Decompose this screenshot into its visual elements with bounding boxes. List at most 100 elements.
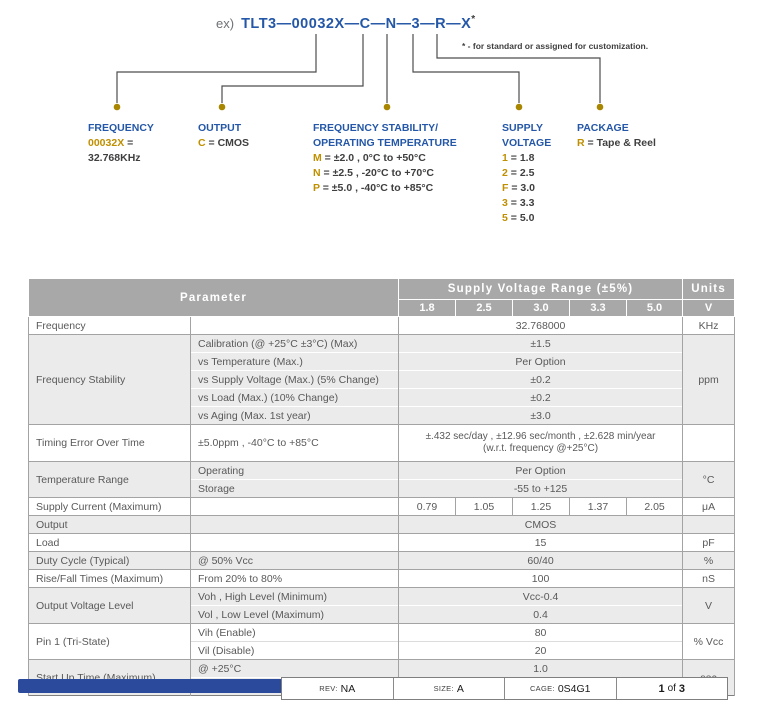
- table-row: Supply Current (Maximum) 0.79 1.05 1.25 …: [28, 497, 736, 516]
- value-cell: -55 to +125: [397, 479, 684, 498]
- unit-cell: μA: [682, 497, 736, 516]
- customization-asterisk: *: [471, 14, 476, 25]
- subparam-cell: Vil (Disable): [190, 641, 399, 660]
- param-cell: Load: [28, 533, 191, 552]
- param-cell: Frequency: [28, 316, 191, 335]
- size-label: SIZE:: [433, 684, 454, 693]
- subparam-cell: vs Load (Max.) (10% Change): [190, 388, 399, 407]
- col-header-supply-voltage-range: Supply Voltage Range (±5%): [397, 278, 684, 300]
- value-cell: 32.768000: [397, 316, 684, 335]
- value-cell: 60/40: [397, 551, 684, 570]
- col-header-5v0: 5.0: [625, 299, 684, 317]
- page-of: of: [667, 683, 676, 694]
- table-row: Frequency Stability Calibration (@ +25°C…: [28, 334, 736, 425]
- connector-package: [436, 34, 601, 103]
- unit-cell: nS: [682, 569, 736, 588]
- value-cell: 1.37: [569, 497, 627, 516]
- table-row: Timing Error Over Time ±5.0ppm , -40°C t…: [28, 424, 736, 462]
- subparam-cell: ±5.0ppm , -40°C to +85°C: [190, 424, 399, 462]
- param-cell: Supply Current (Maximum): [28, 497, 191, 516]
- value-cell: ±0.2: [397, 370, 684, 389]
- cage-label: CAGE:: [529, 684, 555, 693]
- table-row: Storage -55 to +125: [29, 479, 735, 498]
- table-row: Output CMOS: [28, 515, 736, 534]
- subparam-cell: Storage: [190, 479, 399, 498]
- unit-cell: V: [682, 587, 736, 624]
- param-cell: Duty Cycle (Typical): [28, 551, 191, 570]
- legend-title: PACKAGE: [577, 122, 629, 134]
- spec-table: Parameter Supply Voltage Range (±5%) Uni…: [28, 278, 736, 696]
- page-total: 3: [678, 682, 686, 695]
- table-row: Frequency 32.768000 KHz: [28, 316, 736, 335]
- table-row: Output Voltage Level Voh , High Level (M…: [28, 587, 736, 624]
- param-cell: Pin 1 (Tri-State): [28, 623, 191, 660]
- col-header-parameter: Parameter: [28, 278, 399, 317]
- legend-stability: FREQUENCY STABILITY/ OPERATING TEMPERATU…: [313, 122, 457, 194]
- example-prefix: ex): [216, 15, 235, 31]
- dot-frequency: [113, 103, 121, 111]
- table-row: Vol , Low Level (Maximum) 0.4: [29, 605, 735, 624]
- table-row: vs Aging (Max. 1st year) ±3.0: [29, 406, 735, 425]
- footer-accent-bar: [18, 679, 281, 693]
- col-header-3v3: 3.3: [569, 299, 627, 317]
- part-number: TLT3—00032X—C—N—3—R—X*: [241, 14, 476, 32]
- col-header-units: Units: [682, 278, 736, 300]
- value-cell: 1.25: [512, 497, 570, 516]
- subparam-cell: [190, 316, 399, 335]
- subparam-cell: @ +25°C: [190, 659, 399, 678]
- subparam-cell: [190, 515, 399, 534]
- value-cell: 80: [397, 623, 684, 642]
- value-cell: 2.05: [625, 497, 684, 516]
- param-cell: Timing Error Over Time: [28, 424, 191, 462]
- col-header-2v5: 2.5: [455, 299, 513, 317]
- part-number-connector-diagram: [113, 34, 604, 111]
- customization-note: * - for standard or assigned for customi…: [462, 41, 649, 51]
- value-cell: ±.432 sec/day , ±12.96 sec/month , ±2.62…: [397, 424, 684, 462]
- param-cell: Output Voltage Level: [28, 587, 191, 624]
- table-row: vs Load (Max.) (10% Change) ±0.2: [29, 388, 735, 407]
- unit-cell: KHz: [682, 316, 736, 335]
- value-cell: 0.79: [398, 497, 456, 516]
- table-row: Temperature Range Operating Per Option °…: [28, 461, 736, 498]
- footer-rev-cell: REV: NA: [282, 678, 393, 699]
- value-cell: 100: [397, 569, 684, 588]
- footer-cage-cell: CAGE: 0S4G1: [504, 678, 616, 699]
- header-row-1: Parameter Supply Voltage Range (±5%) Uni…: [28, 278, 736, 317]
- connector-output: [221, 34, 364, 103]
- param-cell: Frequency Stability: [28, 334, 191, 425]
- subparam-cell: vs Aging (Max. 1st year): [190, 406, 399, 425]
- footer-page-cell: 1 of 3: [615, 678, 728, 699]
- unit-cell: %: [682, 551, 736, 570]
- dot-stability: [383, 103, 391, 111]
- col-header-1v8: 1.8: [398, 299, 456, 317]
- unit-cell: [682, 515, 736, 534]
- table-row: Rise/Fall Times (Maximum) From 20% to 80…: [28, 569, 736, 588]
- param-cell: Temperature Range: [28, 461, 191, 498]
- part-number-example: ex) TLT3—00032X—C—N—3—R—X*: [216, 14, 476, 32]
- legend-title: FREQUENCY: [88, 122, 154, 134]
- connector-supply-voltage: [412, 34, 520, 103]
- page-current: 1: [658, 682, 665, 695]
- col-header-units-v: V: [682, 299, 736, 317]
- value-cell: 1.05: [455, 497, 513, 516]
- value-cell: Per Option: [397, 461, 684, 480]
- rev-label: REV:: [319, 684, 338, 693]
- value-cell: Per Option: [397, 352, 684, 371]
- value-cell: ±3.0: [397, 406, 684, 425]
- unit-cell: °C: [682, 461, 736, 498]
- table-row: vs Supply Voltage (Max.) (5% Change) ±0.…: [29, 370, 735, 389]
- connector-frequency: [116, 34, 317, 103]
- subparam-cell: From 20% to 80%: [190, 569, 399, 588]
- legend-title-line2: OPERATING TEMPERATURE: [313, 137, 457, 149]
- dot-package: [596, 103, 604, 111]
- legend-title: OUTPUT: [198, 122, 242, 134]
- subparam-cell: Vol , Low Level (Maximum): [190, 605, 399, 624]
- table-row: Vil (Disable) 20: [29, 641, 735, 660]
- legend-title-line2: VOLTAGE: [502, 137, 552, 149]
- table-row: Pin 1 (Tri-State) Vih (Enable) 80 % Vcc: [28, 623, 736, 660]
- value-cell: ±0.2: [397, 388, 684, 407]
- legend-supply-voltage: SUPPLY VOLTAGE 1 = 1.8 2 = 2.5 F = 3.0 3…: [502, 122, 552, 224]
- legend-title: SUPPLY: [502, 122, 544, 134]
- table-row: Load 15 pF: [28, 533, 736, 552]
